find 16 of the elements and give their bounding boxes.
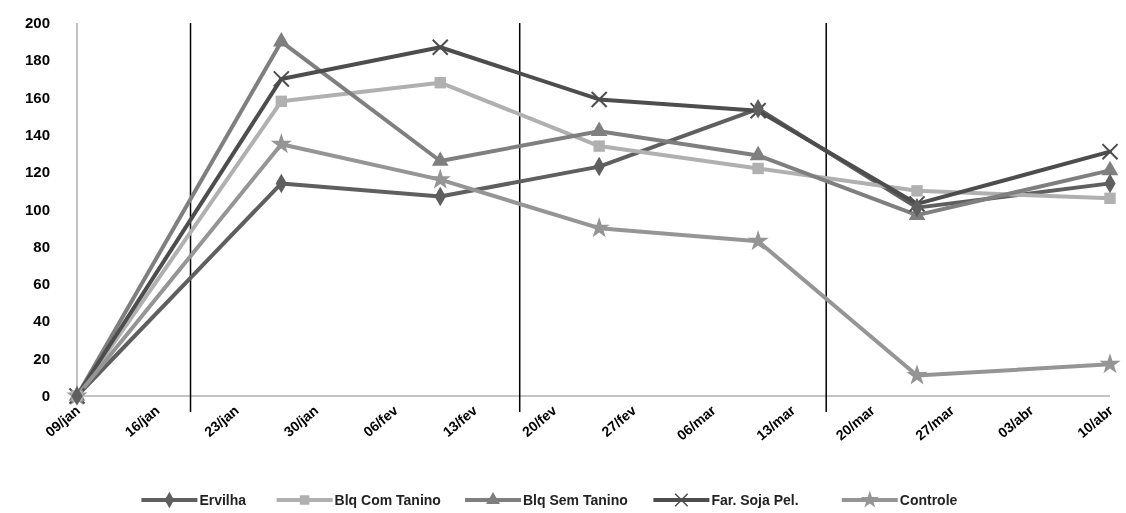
y-tick-label: 140 <box>24 125 50 143</box>
y-tick-label: 20 <box>33 349 50 367</box>
y-tick-label: 40 <box>33 312 50 330</box>
y-tick-label: 0 <box>41 387 50 404</box>
y-tick-label: 80 <box>33 237 50 255</box>
y-tick-label: 160 <box>24 88 50 106</box>
y-tick-label: 180 <box>24 51 50 69</box>
legend-label: Blq Com Tanino <box>334 492 441 508</box>
y-tick-label: 120 <box>24 163 50 181</box>
legend-label: Ervilha <box>199 492 247 508</box>
y-tick-label: 100 <box>24 200 50 218</box>
legend-label: Far. Soja Pel. <box>711 492 799 508</box>
legend-label: Blq Sem Tanino <box>523 492 628 508</box>
legend-label: Controle <box>899 492 958 508</box>
y-tick-label: 60 <box>33 275 50 293</box>
y-tick-label: 200 <box>24 14 50 31</box>
